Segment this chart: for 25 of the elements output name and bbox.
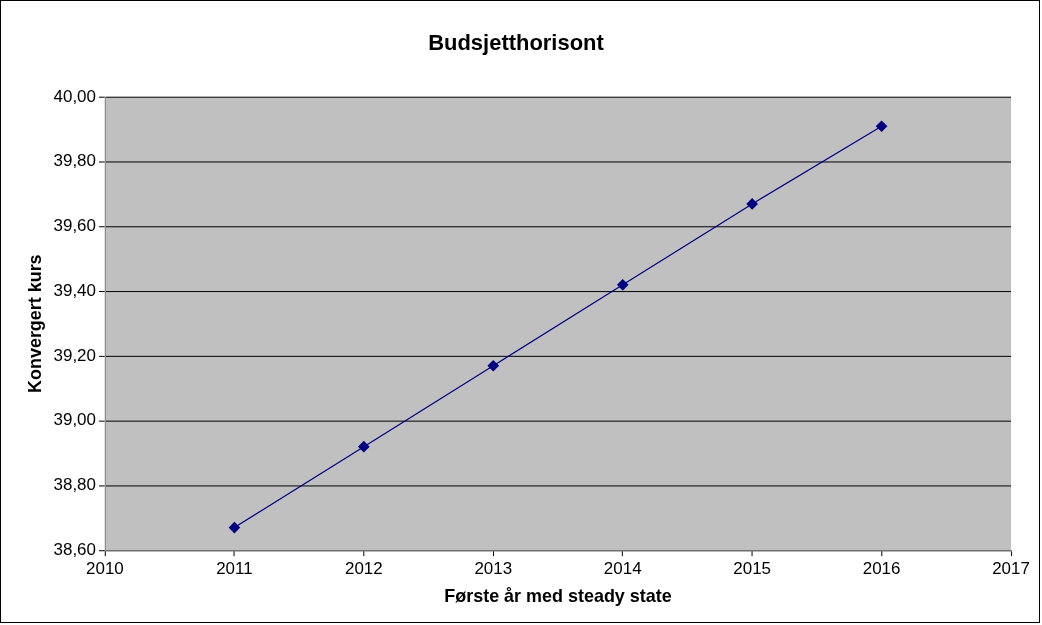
x-tick-label: 2017 — [992, 559, 1030, 579]
point — [487, 360, 499, 372]
y-tick-label: 39,40 — [53, 280, 96, 300]
x-tick-label: 2010 — [86, 559, 124, 579]
x-tick-label: 2014 — [603, 559, 642, 579]
x-axis-title: Første år med steady state — [444, 586, 672, 607]
point — [228, 521, 240, 534]
x-tick-label: 2015 — [733, 559, 772, 579]
point — [617, 279, 629, 291]
chart-title: Budsjetthorisont — [428, 30, 605, 56]
point — [876, 120, 888, 132]
y-tick-label: 39,20 — [53, 345, 96, 365]
point — [746, 198, 758, 210]
y-tick-label: 38,80 — [53, 475, 96, 495]
y-tick-label: 40,00 — [53, 86, 96, 106]
x-tick-label: 2012 — [344, 559, 383, 579]
y-axis-title: Konvergert kurs — [24, 254, 45, 393]
x-tick-label: 2011 — [216, 559, 253, 579]
x-tick-label: 2013 — [474, 559, 513, 579]
y-tick-label: 38,60 — [53, 539, 96, 559]
y-tick-label: 39,00 — [53, 410, 96, 430]
y-tick-label: 39,60 — [53, 216, 96, 236]
x-tick-label: 2016 — [862, 559, 901, 579]
point — [358, 441, 370, 453]
y-tick-label: 39,80 — [53, 151, 96, 171]
